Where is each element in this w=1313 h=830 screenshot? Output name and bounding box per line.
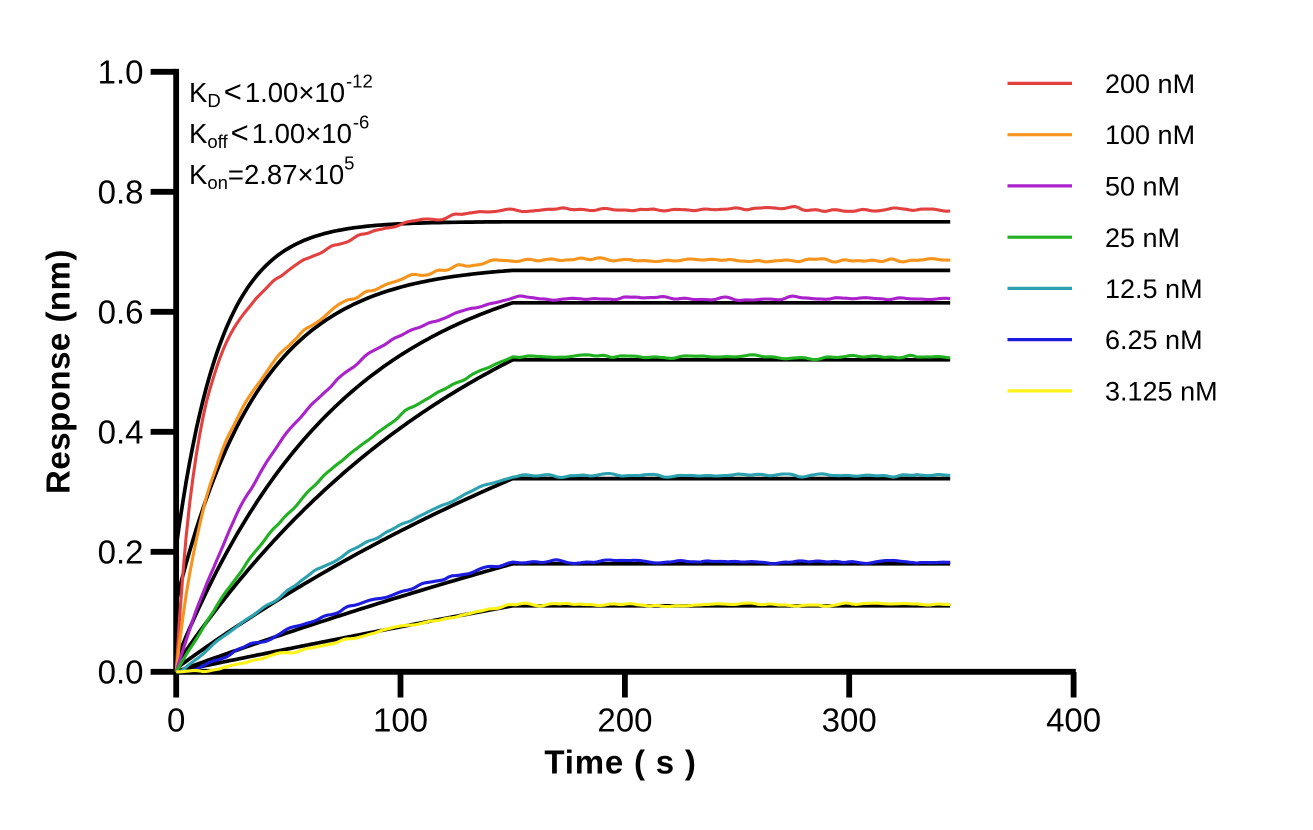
svg-text:0.0: 0.0 bbox=[98, 653, 144, 690]
svg-text:3.125 nM: 3.125 nM bbox=[1105, 377, 1218, 407]
svg-text:0.6: 0.6 bbox=[98, 293, 144, 330]
svg-text:50 nM: 50 nM bbox=[1105, 172, 1180, 202]
svg-text:Response (nm): Response (nm) bbox=[40, 249, 77, 494]
svg-text:12.5 nM: 12.5 nM bbox=[1105, 274, 1203, 304]
svg-text:Kon=2.87×105: Kon=2.87×105 bbox=[189, 153, 354, 194]
svg-text:25 nM: 25 nM bbox=[1105, 223, 1180, 253]
svg-text:0.8: 0.8 bbox=[98, 173, 144, 210]
svg-text:0: 0 bbox=[167, 702, 185, 739]
svg-text:Time ( s ): Time ( s ) bbox=[544, 744, 696, 781]
svg-text:0.4: 0.4 bbox=[98, 413, 144, 450]
svg-text:0.2: 0.2 bbox=[98, 533, 144, 570]
svg-text:300: 300 bbox=[822, 702, 877, 739]
svg-text:400: 400 bbox=[1046, 702, 1101, 739]
svg-text:100 nM: 100 nM bbox=[1105, 120, 1195, 150]
svg-text:1.0: 1.0 bbox=[98, 53, 144, 90]
svg-text:200: 200 bbox=[597, 702, 652, 739]
svg-text:6.25 nM: 6.25 nM bbox=[1105, 325, 1203, 355]
svg-text:100: 100 bbox=[373, 702, 428, 739]
svg-text:200 nM: 200 nM bbox=[1105, 69, 1195, 99]
